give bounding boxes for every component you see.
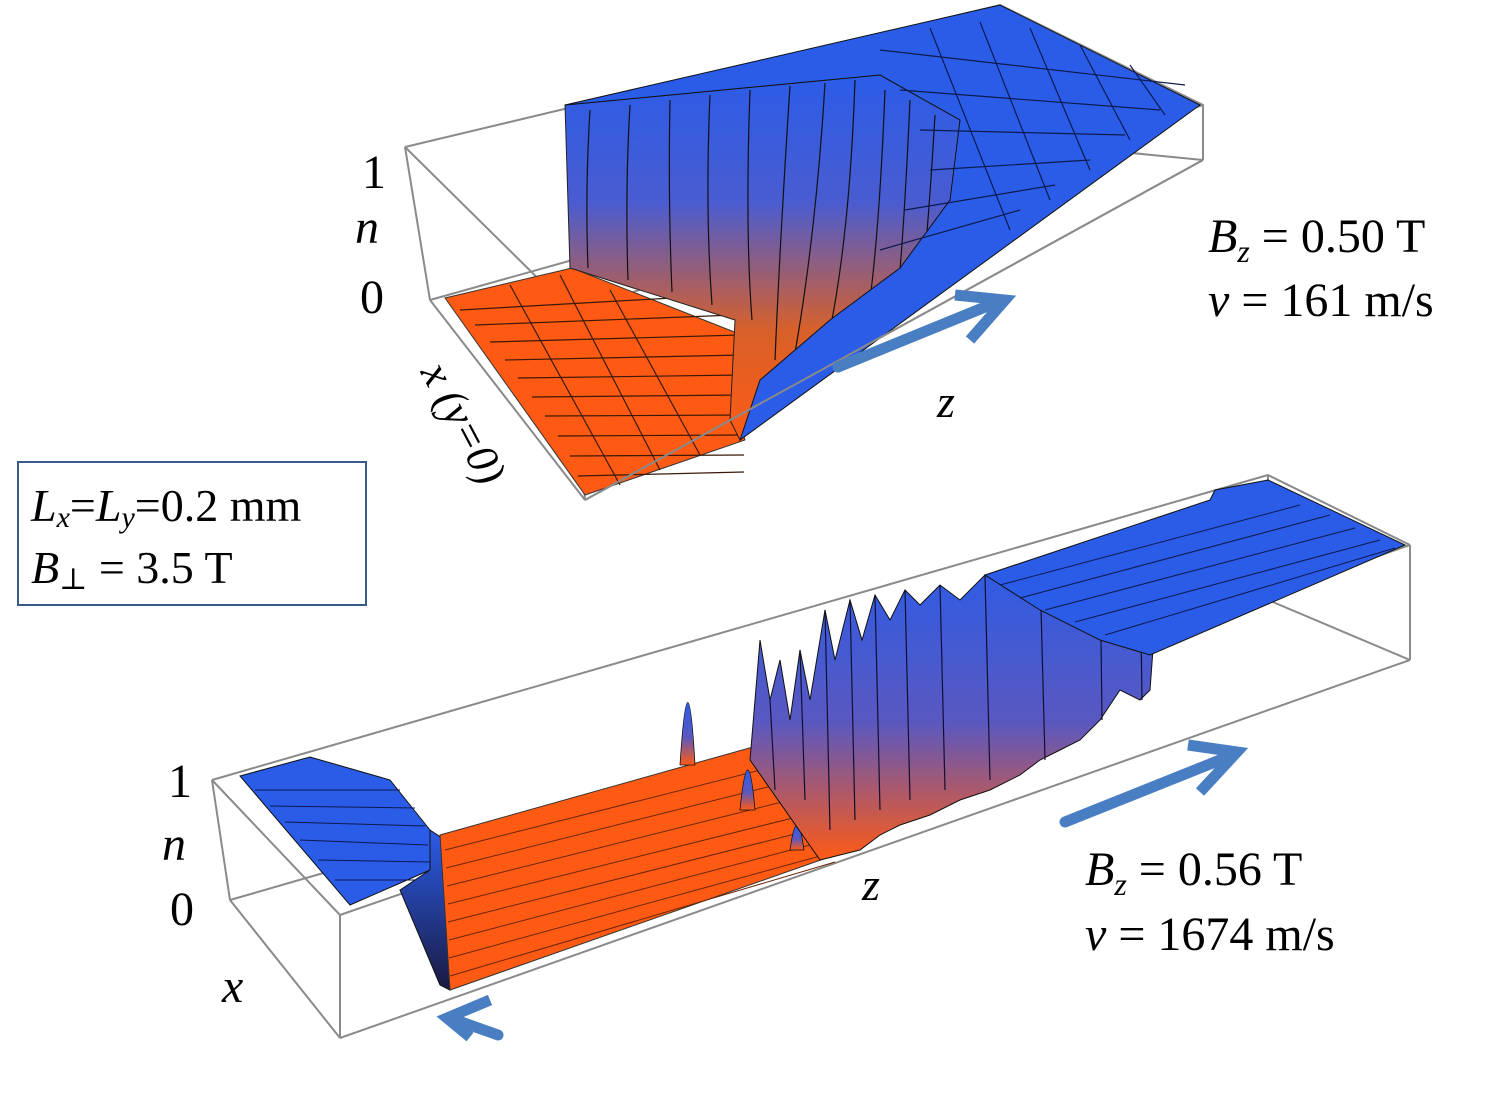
parameter-box: Lx=Ly=0.2 mm B⊥ = 3.5 T xyxy=(17,461,367,606)
param-lxly-value: =0.2 mm xyxy=(134,480,302,531)
bottom-right-blue-plateau xyxy=(983,479,1407,656)
param-eq: = xyxy=(69,480,96,531)
bottom-motion-arrowhead xyxy=(1187,739,1249,796)
bottom-v-symbol: v xyxy=(1085,908,1107,961)
top-v-symbol: v xyxy=(1208,274,1230,327)
bottom-bz-subscript: z xyxy=(1113,866,1127,902)
top-floor-grid xyxy=(459,274,745,486)
bottom-bz-value: = 0.56 T xyxy=(1127,843,1303,896)
bottom-left-arrowhead xyxy=(436,994,493,1042)
bottom-left-blue-plateau xyxy=(239,756,431,906)
param-lx: L xyxy=(31,480,57,531)
top-wall-lines xyxy=(586,79,936,381)
bottom-n-tick-1: 1 xyxy=(168,755,192,808)
top-z-axis-label: z xyxy=(936,376,955,427)
param-field-line: B⊥ = 3.5 T xyxy=(31,541,233,597)
bottom-plot: 1 n 0 x z Bz = 0.56 T v = 1674 m/s xyxy=(162,474,1411,1042)
bottom-motion-arrow xyxy=(1059,752,1231,828)
param-dimension-line: Lx=Ly=0.2 mm xyxy=(31,479,301,535)
top-motion-arrowhead xyxy=(954,289,1017,344)
param-bperp-sub: ⊥ xyxy=(59,563,88,596)
top-blue-plateau xyxy=(564,4,1201,442)
bottom-right-grid xyxy=(999,504,1396,636)
bottom-x-axis-label: x xyxy=(221,960,243,1013)
top-bz-annotation: Bz = 0.50 T xyxy=(1208,210,1425,269)
bottom-left-grid xyxy=(255,789,431,881)
top-plateau-grid xyxy=(879,21,1186,251)
bottom-spike-2 xyxy=(739,769,756,811)
param-ly: L xyxy=(95,480,122,531)
top-bz-symbol: B xyxy=(1208,210,1237,263)
top-bz-value: = 0.50 T xyxy=(1250,210,1426,263)
bottom-spike-1 xyxy=(679,702,696,766)
bottom-bz-annotation: Bz = 0.56 T xyxy=(1085,843,1302,902)
bottom-floor-grid xyxy=(444,759,851,977)
top-v-value: = 161 m/s xyxy=(1229,274,1433,327)
param-ly-sub: y xyxy=(121,501,135,534)
bottom-n-tick-0: 0 xyxy=(170,883,194,936)
top-motion-arrow xyxy=(832,299,996,373)
top-n-tick-1: 1 xyxy=(362,146,386,199)
top-plot: 1 n 0 x (y=0) z Bz = 0.50 T v = 161 m/s xyxy=(355,3,1434,501)
bottom-n-label: n xyxy=(162,818,186,871)
bottom-v-value: = 1674 m/s xyxy=(1106,908,1334,961)
top-n-tick-0: 0 xyxy=(360,271,384,324)
top-front-frame xyxy=(429,159,1204,501)
bottom-v-annotation: v = 1674 m/s xyxy=(1085,908,1335,961)
bottom-z-axis-label: z xyxy=(861,859,880,910)
param-bperp-value: = 3.5 T xyxy=(87,542,233,593)
top-n-label: n xyxy=(355,201,379,254)
bottom-bz-symbol: B xyxy=(1085,843,1114,896)
param-bperp: B xyxy=(31,542,60,593)
top-bz-subscript: z xyxy=(1236,233,1250,269)
param-lx-sub: x xyxy=(56,501,70,534)
top-v-annotation: v = 161 m/s xyxy=(1208,274,1434,327)
